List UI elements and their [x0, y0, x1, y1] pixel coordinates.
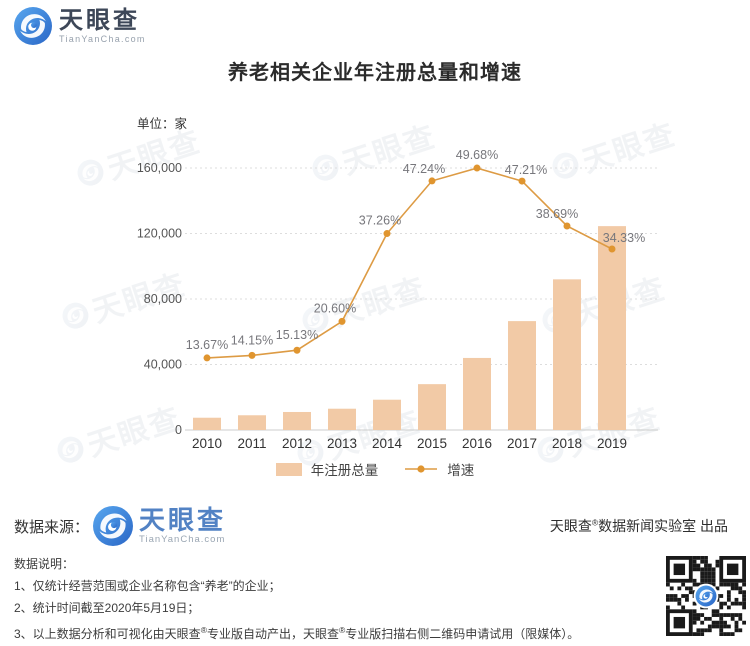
chart-svg: 160,000 120,000 80,000 40,000 0 2010 2011 2012 2… [137, 148, 658, 451]
legend-bar-swatch [275, 462, 302, 476]
chart-title: 养老相关企业年注册总量和增速 [228, 62, 522, 84]
svg-text:2013: 2013 [327, 436, 357, 451]
svg-text:120,000: 120,000 [137, 227, 182, 241]
source-logo-name: 天眼查 [139, 505, 227, 535]
logo-name: 天眼查 [59, 7, 140, 34]
legend-line-label: 增速 [447, 463, 475, 478]
source-tianyancha-logo: 天眼查 TianYanCha.com [93, 506, 226, 546]
legend-bar-label: 年注册总量 [310, 463, 379, 478]
logo-text: 天眼查 TianYanCha.com [59, 8, 146, 44]
notes-heading: 数据说明： [14, 557, 75, 571]
svg-text:49.68%: 49.68% [456, 148, 498, 162]
svg-text:37.26%: 37.26% [359, 214, 401, 228]
svg-text:13.67%: 13.67% [186, 338, 228, 352]
svg-text:15.13%: 15.13% [276, 328, 318, 342]
logo-domain: TianYanCha.com [59, 34, 146, 44]
svg-text:40,000: 40,000 [144, 358, 182, 372]
svg-text:47.24%: 47.24% [403, 162, 445, 176]
source-label: 数据来源： [14, 518, 90, 536]
data-notes: 数据说明： 1、仅统计经营范围或企业名称包含“养老”的企业； 2、统计时间截至2… [14, 553, 579, 645]
svg-text:2010: 2010 [192, 436, 222, 451]
tianyancha-eye-icon [93, 506, 133, 546]
tianyancha-eye-icon [14, 7, 52, 45]
note-line: 1、仅统计经营范围或企业名称包含“养老”的企业； [14, 579, 281, 593]
qr-code [666, 556, 746, 636]
credit-text: 天眼查®数据新闻实验室 出品 [549, 517, 728, 534]
svg-text:2015: 2015 [417, 436, 447, 451]
legend-line-icon [405, 465, 438, 473]
note-line: 2、统计时间截至2020年5月19日； [14, 601, 200, 615]
svg-text:34.33%: 34.33% [603, 231, 645, 245]
svg-text:2014: 2014 [372, 436, 403, 451]
legend-line-dot [417, 465, 425, 473]
svg-text:2016: 2016 [462, 436, 492, 451]
legend-item-bars: 年注册总量 [275, 459, 379, 479]
tianyancha-logo: 天眼查 TianYanCha.com [14, 7, 146, 45]
note-line: 3、以上数据分析和可视化由天眼查®专业版自动产出，天眼查®专业版扫描右侧二维码申… [14, 625, 580, 641]
tianyancha-watermark-icon [74, 156, 107, 189]
svg-text:20.60%: 20.60% [314, 301, 356, 315]
svg-text:2012: 2012 [282, 436, 312, 451]
svg-text:47.21%: 47.21% [505, 163, 547, 177]
svg-text:14.15%: 14.15% [231, 333, 273, 347]
svg-text:80,000: 80,000 [144, 292, 182, 306]
unit-label: 单位：家 [137, 117, 188, 131]
svg-text:160,000: 160,000 [137, 161, 182, 175]
tianyancha-watermark-icon [59, 299, 92, 332]
svg-text:2019: 2019 [597, 436, 627, 451]
source-logo-text: 天眼查 TianYanCha.com [139, 505, 227, 546]
svg-text:2011: 2011 [237, 436, 266, 451]
chart-legend: 年注册总量 增速 [0, 459, 750, 479]
svg-text:2018: 2018 [552, 436, 582, 451]
source-row: 数据来源： 天眼查 TianYanCha.com 天眼查®数据新闻实验室 出品 [14, 503, 728, 549]
legend-item-line: 增速 [404, 459, 474, 479]
svg-text:2017: 2017 [507, 436, 537, 451]
svg-text:38.69%: 38.69% [536, 207, 578, 221]
svg-text:0: 0 [175, 423, 182, 437]
source-logo-domain: TianYanCha.com [139, 534, 226, 545]
